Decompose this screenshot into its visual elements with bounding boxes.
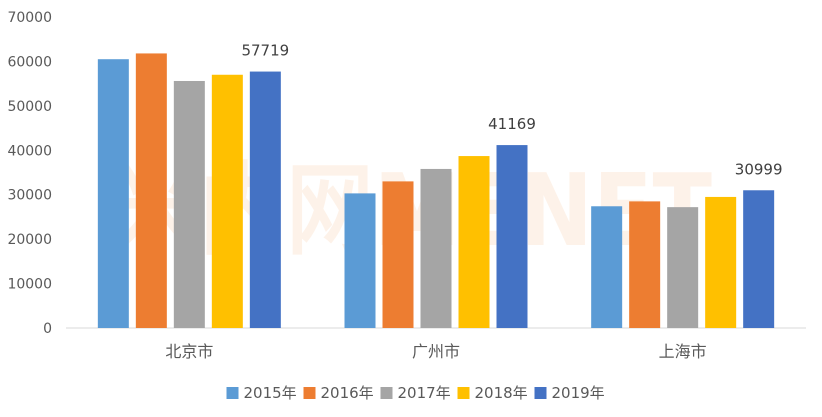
y-tick-label: 0 <box>43 321 52 337</box>
y-tick-label: 20000 <box>7 232 52 248</box>
category-label: 北京市 <box>165 342 213 361</box>
legend-swatch <box>380 387 393 399</box>
category-label: 上海市 <box>659 342 707 361</box>
bar <box>667 207 699 328</box>
legend-swatch <box>457 387 470 399</box>
bar <box>97 59 129 328</box>
bar <box>705 196 737 328</box>
data-labels: 57719 41169 30999 <box>241 42 782 179</box>
legend-swatch <box>303 387 316 399</box>
y-tick-label: 50000 <box>7 99 52 115</box>
bar <box>173 80 205 328</box>
bar <box>249 71 281 328</box>
data-label: 41169 <box>488 115 536 133</box>
y-tick-label: 70000 <box>7 10 52 26</box>
bar <box>629 201 661 328</box>
legend-label: 2015年 <box>244 384 297 402</box>
bar <box>743 190 775 328</box>
bar <box>135 53 167 328</box>
data-label: 57719 <box>241 42 289 60</box>
legend-swatch <box>226 387 239 399</box>
y-tick-label: 10000 <box>7 277 52 293</box>
bar <box>458 156 490 328</box>
bar <box>591 206 623 328</box>
category-label: 广州市 <box>412 342 460 361</box>
bar <box>496 145 528 328</box>
y-axis: 0 10000 20000 30000 40000 50000 60000 70000 <box>7 10 806 337</box>
x-axis: 北京市 广州市 上海市 <box>165 342 706 361</box>
bar <box>420 168 452 328</box>
legend-label: 2017年 <box>398 384 451 402</box>
bar <box>344 193 376 328</box>
bar <box>382 181 414 328</box>
legend-label: 2016年 <box>321 384 374 402</box>
y-tick-label: 40000 <box>7 143 52 159</box>
data-label: 30999 <box>735 160 783 178</box>
legend-label: 2019年 <box>552 384 605 402</box>
bar <box>211 74 243 328</box>
legend-label: 2018年 <box>475 384 528 402</box>
y-tick-label: 30000 <box>7 188 52 204</box>
legend: 2015年 2016年 2017年 2018年 2019年 <box>226 384 605 402</box>
bars <box>97 53 775 328</box>
y-tick-label: 60000 <box>7 54 52 70</box>
legend-swatch <box>534 387 547 399</box>
